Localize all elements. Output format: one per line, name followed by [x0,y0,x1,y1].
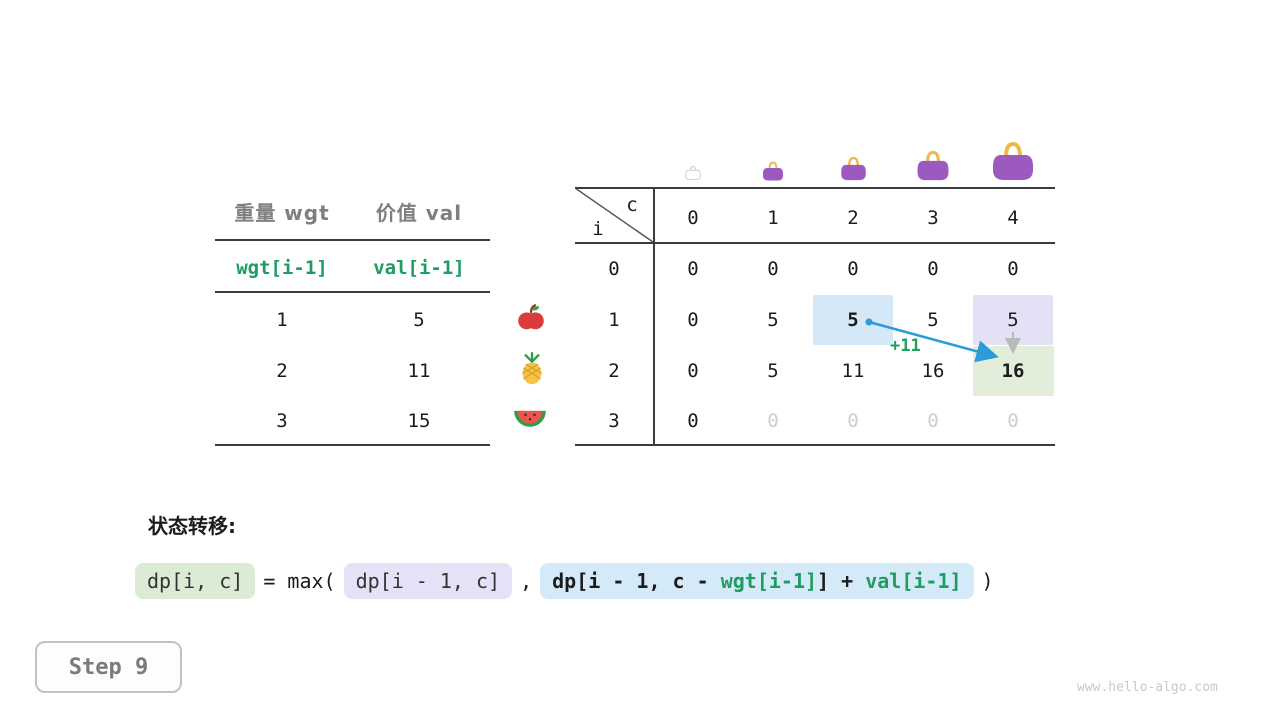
dp-col-header: 0 [687,207,699,229]
dp-table-rule-header [575,242,1055,244]
dp-cell: 0 [927,258,939,280]
dp-cell: 16 [921,360,945,382]
item-weight: 3 [276,410,288,432]
dp-table-rule-vertical [653,187,655,446]
formula-option2-chip: dp[i - 1, c - wgt[i-1]] + val[i-1] [540,563,974,599]
item-value: 5 [413,309,425,331]
formula-equals: = max( [263,569,336,593]
items-col-header-weight: 重量 wgt [234,200,330,225]
items-table-rule [215,444,490,446]
bag-icon-capacity-1 [762,161,784,181]
apple-icon [516,303,546,333]
item-weight: 2 [276,360,288,382]
dp-cell: 0 [1007,258,1019,280]
items-col-header-value: 价值 val [375,200,463,225]
dp-cell: 0 [687,258,699,280]
formula-option2-val: val[i-1] [865,569,962,593]
dp-cell: 0 [767,258,779,280]
dp-cell: 0 [687,410,699,432]
dp-cell: 11 [841,360,865,382]
items-table-rule [215,291,490,293]
dp-row-header: 0 [608,258,620,280]
dp-cell: 5 [767,360,779,382]
dp-row-header: 2 [608,360,620,382]
dp-cell-pending: 0 [927,410,939,432]
bag-icon-capacity-2 [840,156,867,181]
dp-cell: 0 [687,360,699,382]
dp-cell: 5 [767,309,779,331]
dp-cell-source: 5 [847,309,859,331]
state-transition-formula: dp[i, c] = max( dp[i - 1, c] , dp[i - 1,… [135,560,1002,602]
watermark: www.hello-algo.com [1077,680,1218,695]
bag-icon-capacity-0 [685,165,701,180]
formula-separator: , [520,569,533,593]
bag-icon-capacity-3 [916,150,950,181]
item-value: 15 [407,410,431,432]
dp-col-header: 4 [1007,207,1019,229]
dp-cell-current: 16 [1001,360,1025,382]
bag-icon-capacity-4 [991,141,1035,181]
formula-closing: ) [981,569,994,593]
section-label-state-transition: 状态转移: [148,514,236,538]
item-weight: 1 [276,309,288,331]
dp-cell-pending: 0 [847,410,859,432]
items-table-rule [215,239,490,241]
dp-row-header: 3 [608,410,620,432]
step-indicator[interactable]: Step 9 [35,641,182,693]
dp-cell: 0 [687,309,699,331]
formula-lhs-chip: dp[i, c] [135,563,256,599]
item-value: 11 [407,360,431,382]
transition-add-label: +11 [890,336,921,356]
formula-option2-mid: ] + [817,569,866,593]
dp-cell: 5 [927,309,939,331]
dp-table-rule-bottom [575,444,1055,446]
formula-option1-chip: dp[i - 1, c] [343,563,513,599]
dp-row-header: 1 [608,309,620,331]
dp-cell-pending: 0 [767,410,779,432]
items-subheader-val: val[i-1] [373,257,465,279]
dp-cell-pending: 0 [1007,410,1019,432]
dp-corner-label-i: i [592,218,604,240]
watermelon-icon [513,409,547,431]
dp-col-header: 3 [927,207,939,229]
items-subheader-wgt: wgt[i-1] [236,257,328,279]
dp-table-rule-top [575,187,1055,189]
dp-col-header: 2 [847,207,859,229]
dp-cell-above: 5 [1007,309,1019,331]
dp-cell: 0 [847,258,859,280]
dp-corner-label-c: c [626,194,638,216]
formula-option2-prefix: dp[i - 1, c - [552,569,721,593]
formula-option2-wgt: wgt[i-1] [720,569,818,593]
pineapple-icon [519,351,545,385]
dp-col-header: 1 [767,207,779,229]
